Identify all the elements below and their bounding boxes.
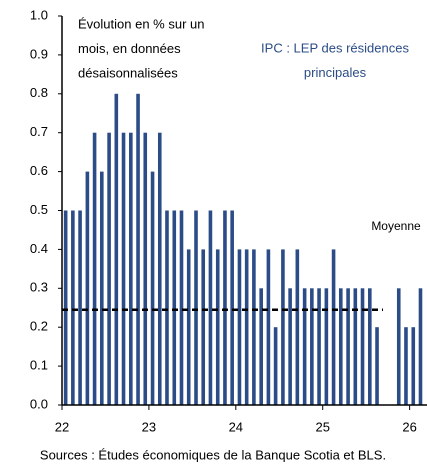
bar (92, 132, 97, 405)
y-tick-label: 0.7 (30, 124, 48, 139)
bar (136, 93, 140, 406)
bar (252, 249, 256, 405)
y-tick-label: 0.9 (30, 46, 48, 61)
bar (259, 288, 263, 405)
x-tick-label: 24 (229, 419, 243, 434)
bar (338, 288, 343, 405)
annotation: mois, en données (78, 41, 181, 56)
bar (324, 288, 329, 405)
y-tick-label: 0.5 (30, 202, 48, 217)
bar (78, 210, 82, 405)
bar (201, 249, 206, 405)
bar (295, 249, 300, 405)
annotation: Évolution en % sur un (78, 16, 204, 31)
x-tick-label: 23 (142, 419, 156, 434)
bar (85, 171, 90, 405)
bar (208, 210, 213, 405)
bar (244, 249, 249, 405)
bar (310, 288, 314, 405)
bar (346, 288, 350, 405)
bar (375, 327, 379, 405)
x-tick-label: 26 (402, 419, 416, 434)
bar (237, 249, 242, 405)
y-tick-label: 0.2 (30, 319, 48, 334)
average-label: Moyenne (371, 219, 421, 233)
bar (143, 132, 148, 405)
bar (150, 171, 155, 405)
bar (288, 288, 292, 405)
bar (360, 288, 365, 405)
bar (215, 249, 220, 405)
y-tick-label: 1.0 (30, 7, 48, 22)
bar (71, 210, 75, 405)
bar (317, 288, 321, 405)
bar (411, 327, 416, 405)
bar (223, 210, 227, 405)
bar (186, 249, 191, 405)
bar (353, 288, 358, 405)
x-tick-label: 22 (55, 419, 69, 434)
bar (157, 132, 162, 405)
y-tick-label: 0.1 (30, 358, 48, 373)
y-tick-label: 0.8 (30, 85, 48, 100)
bar (302, 288, 307, 405)
y-tick-label: 0.4 (30, 241, 48, 256)
y-tick-label: 0.0 (30, 396, 48, 411)
source: Sources : Études économiques de la Banqu… (40, 447, 386, 462)
y-tick-label: 0.3 (30, 280, 48, 295)
bar (368, 288, 372, 405)
bar (230, 210, 234, 405)
bar (418, 288, 423, 405)
bar (129, 132, 133, 405)
x-tick-label: 25 (315, 419, 329, 434)
bar (107, 132, 111, 405)
bar (266, 249, 271, 405)
y-tick-label: 0.6 (30, 163, 48, 178)
legend-label: IPC : LEP des résidences (261, 40, 409, 55)
bar (165, 210, 169, 405)
bar (331, 249, 336, 405)
legend-label: principales (304, 65, 367, 80)
bar (281, 249, 285, 405)
bar (404, 327, 408, 405)
bar (121, 132, 126, 405)
bar (273, 327, 278, 405)
bar (172, 210, 177, 405)
annotation: désaisonnalisées (78, 65, 178, 80)
bar (63, 210, 68, 405)
bar (194, 210, 198, 405)
bar (100, 171, 104, 405)
bar (179, 210, 184, 405)
bar (114, 93, 119, 406)
bar (396, 288, 401, 405)
